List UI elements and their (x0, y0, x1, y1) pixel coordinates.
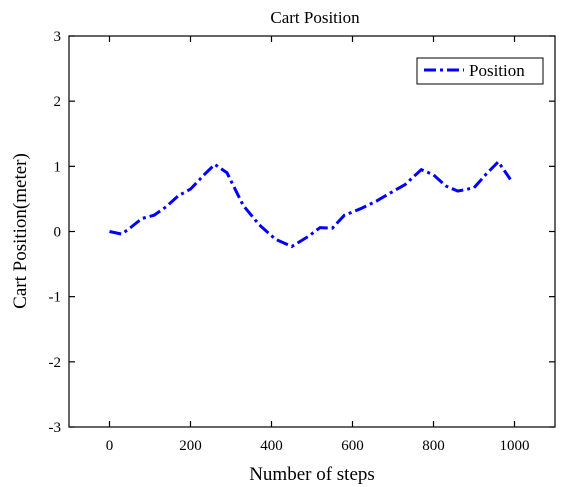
y-tick-label: -1 (49, 290, 62, 306)
y-axis: -3 -2 -1 0 1 2 3 (49, 29, 555, 436)
y-tick-label: -2 (49, 355, 62, 371)
x-axis-label: Number of steps (249, 464, 375, 485)
legend-label-position: Position (469, 61, 525, 80)
y-tick-label: 3 (54, 29, 62, 45)
series-line-position (109, 159, 512, 249)
x-tick-label: 0 (106, 438, 114, 454)
y-tick-label: 2 (54, 94, 62, 110)
y-tick-label: -3 (49, 420, 62, 436)
x-tick-label: 800 (422, 438, 445, 454)
y-tick-label: 1 (54, 159, 62, 175)
legend: Position (416, 57, 544, 85)
x-tick-label: 200 (179, 438, 202, 454)
x-tick-label: 400 (260, 438, 283, 454)
x-tick-label: 1000 (500, 438, 530, 454)
y-axis-label: Cart Position(meter) (10, 153, 31, 309)
legend-box (416, 57, 544, 85)
chart-title: Cart Position (270, 8, 360, 27)
plot-area (68, 35, 556, 428)
y-tick-label: 0 (54, 225, 62, 241)
x-tick-label: 600 (341, 438, 364, 454)
x-axis: 0 200 400 600 800 1000 (106, 36, 530, 454)
